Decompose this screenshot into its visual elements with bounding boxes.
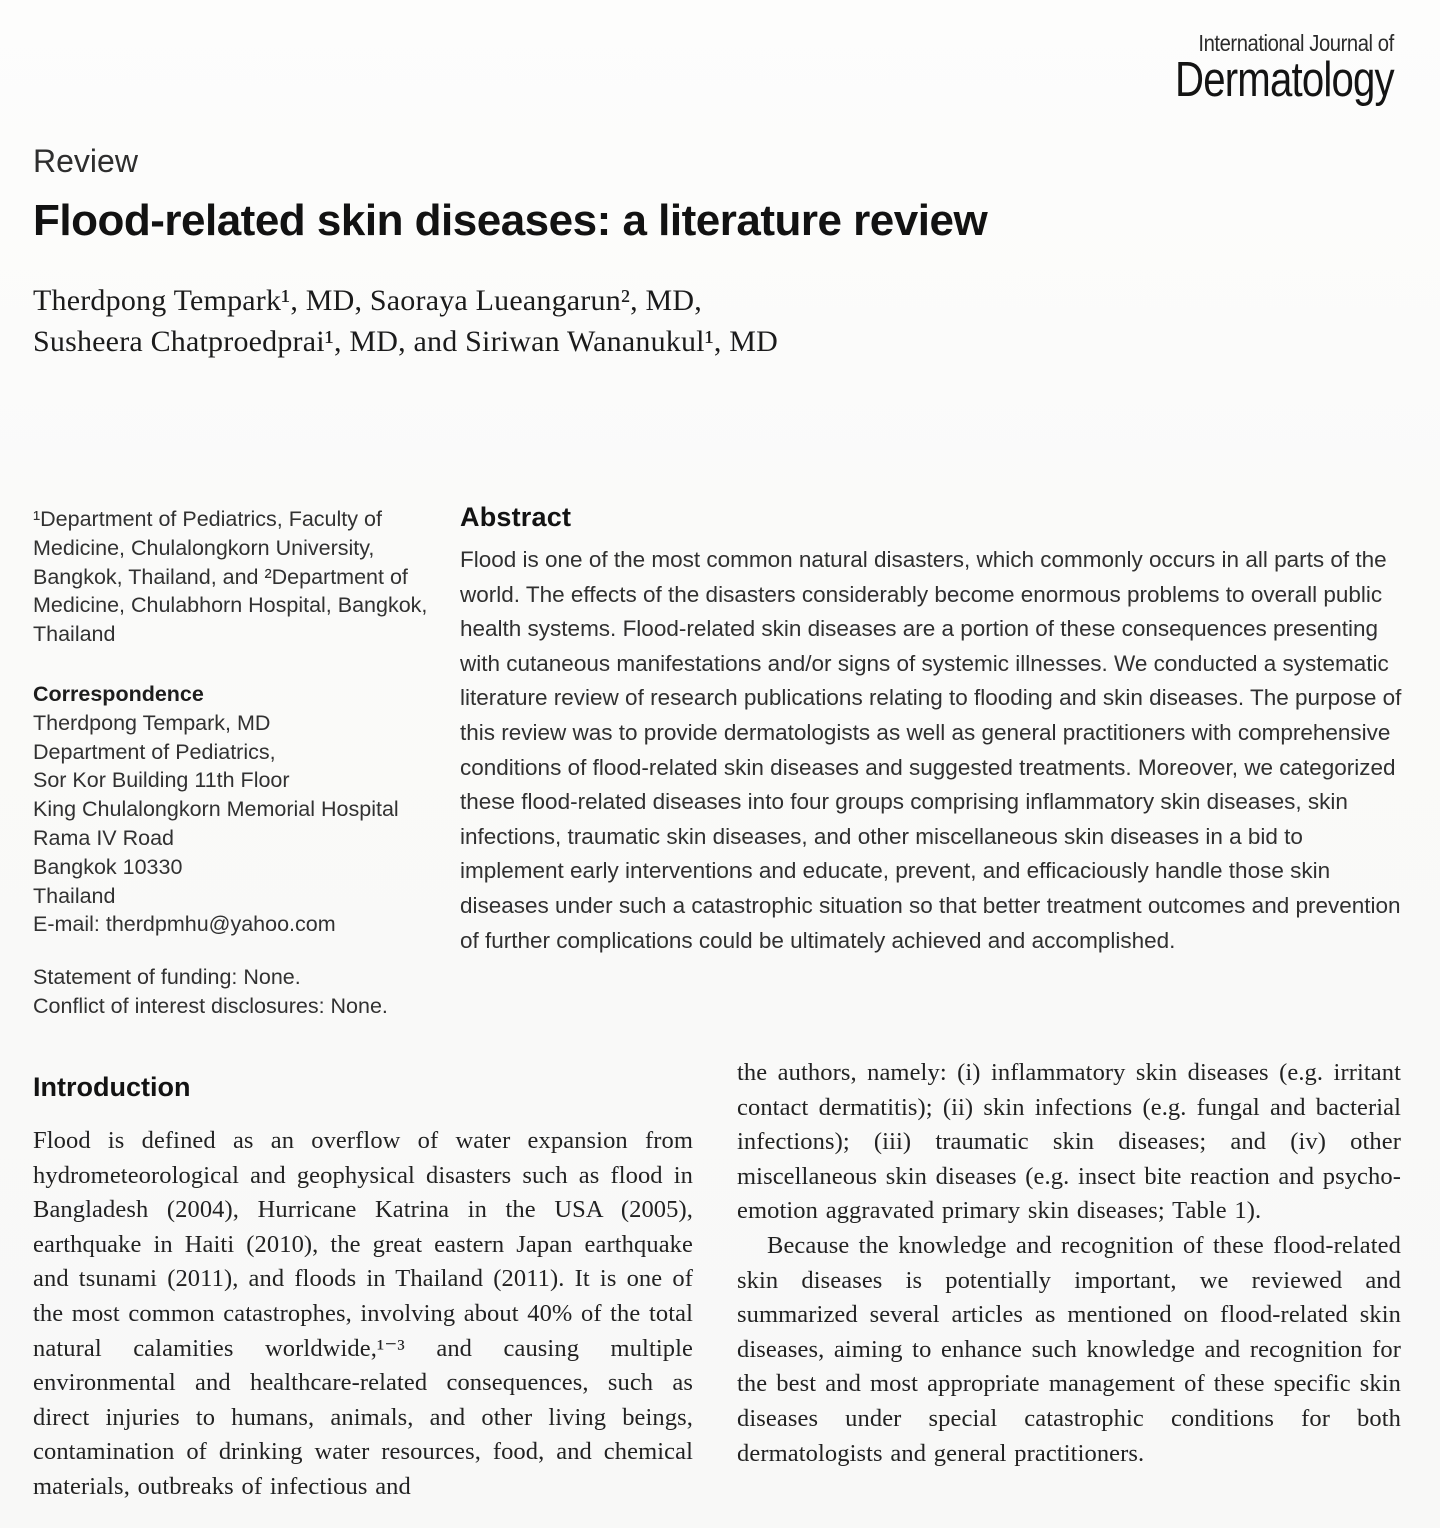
introduction-heading: Introduction	[33, 1072, 191, 1102]
introduction-right-paragraph-1: the authors, namely: (i) inflammatory sk…	[737, 1059, 1401, 1225]
correspondence-name: Therdpong Tempark, MD	[33, 710, 271, 735]
conflict-statement: Conflict of interest disclosures: None.	[33, 993, 388, 1018]
introduction-column-right: the authors, namely: (i) inflammatory sk…	[737, 1056, 1401, 1528]
correspondence-road: Rama IV Road	[33, 825, 175, 850]
author-line: Susheera Chatproedprai¹, MD, and Siriwan…	[33, 325, 779, 358]
correspondence-block: Correspondence Therdpong Tempark, MD Dep…	[33, 680, 463, 939]
journal-name-line2: Dermatology	[1175, 53, 1395, 107]
disclosures-block: Statement of funding: None. Conflict of …	[33, 963, 473, 1021]
correspondence-hospital: King Chulalongkorn Memorial Hospital	[33, 797, 399, 822]
author-list: Therdpong Tempark¹, MD, Saoraya Lueangar…	[33, 280, 1033, 362]
correspondence-country: Thailand	[33, 883, 116, 908]
journal-name-line1: International Journal of	[1198, 30, 1395, 56]
journal-masthead: International Journal of Dermatology	[1127, 30, 1395, 107]
correspondence-city: Bangkok 10330	[33, 854, 183, 879]
correspondence-heading: Correspondence	[33, 682, 204, 706]
abstract-section: Abstract Flood is one of the most common…	[460, 502, 1402, 958]
introduction-right-paragraph-2: Because the knowledge and recognition of…	[737, 1231, 1401, 1467]
article-title: Flood-related skin diseases: a literatur…	[33, 196, 988, 245]
author-line: Therdpong Tempark¹, MD, Saoraya Lueangar…	[33, 284, 702, 317]
correspondence-building: Sor Kor Building 11th Floor	[33, 768, 290, 793]
correspondence-department: Department of Pediatrics,	[33, 739, 276, 764]
introduction-column-left: Flood is defined as an overflow of water…	[33, 1127, 693, 1500]
abstract-heading: Abstract	[460, 502, 572, 532]
abstract-text: Flood is one of the most common natural …	[460, 547, 1402, 953]
correspondence-email: E-mail: therdpmhu@yahoo.com	[33, 912, 336, 937]
funding-statement: Statement of funding: None.	[33, 965, 301, 989]
article-type-label: Review	[33, 143, 138, 179]
affiliations-text: ¹Department of Pediatrics, Faculty of Me…	[33, 507, 428, 647]
